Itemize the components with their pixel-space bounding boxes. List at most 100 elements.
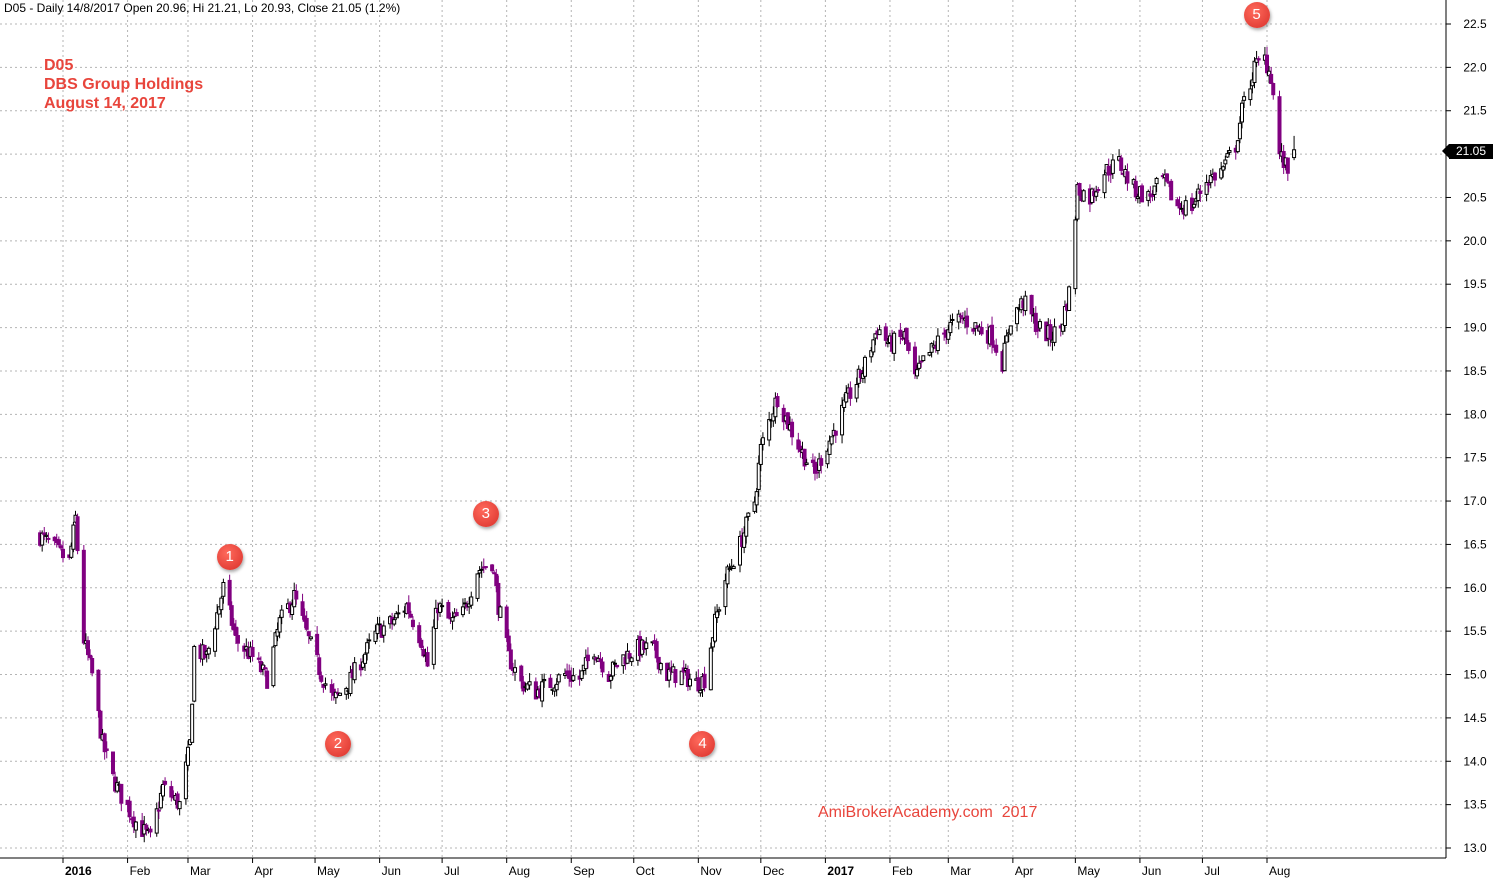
x-tick-label: 2016 bbox=[65, 864, 92, 878]
candle-down bbox=[329, 684, 334, 693]
candle-up bbox=[469, 596, 474, 606]
date-label: August 14, 2017 bbox=[44, 95, 166, 112]
candle-up bbox=[744, 516, 749, 537]
candle-down bbox=[263, 667, 268, 670]
candle-down bbox=[1106, 165, 1111, 176]
candle-down bbox=[1198, 190, 1203, 195]
candle-up bbox=[513, 667, 518, 673]
candle-up bbox=[804, 462, 809, 465]
candle-up bbox=[367, 639, 372, 642]
candle-down bbox=[408, 613, 413, 618]
watermark-text: AmiBrokerAcademy.com 2017 bbox=[818, 804, 1038, 821]
candle-down bbox=[802, 448, 807, 467]
candle-up bbox=[825, 450, 830, 465]
y-tick-label: 20.0 bbox=[1463, 234, 1487, 248]
candle-down bbox=[163, 780, 168, 785]
candle-up bbox=[715, 611, 720, 619]
candle-up bbox=[917, 362, 922, 369]
candle-up bbox=[279, 609, 284, 618]
candle-down bbox=[1035, 329, 1040, 332]
candle-down bbox=[98, 710, 103, 739]
candle-down bbox=[304, 617, 309, 630]
candle-down bbox=[492, 572, 497, 575]
candle-up bbox=[915, 369, 920, 377]
y-tick-label: 17.0 bbox=[1463, 494, 1487, 508]
candle-up bbox=[1219, 168, 1224, 179]
candle-down bbox=[81, 549, 86, 644]
candle-up bbox=[206, 647, 211, 655]
candle-up bbox=[1223, 159, 1228, 165]
candle-up bbox=[1154, 177, 1159, 185]
candle-up bbox=[275, 628, 280, 637]
candle-up bbox=[479, 568, 484, 571]
candle-down bbox=[900, 337, 905, 340]
candle-up bbox=[629, 657, 634, 663]
candle-up bbox=[431, 626, 436, 665]
x-tick-label: 2017 bbox=[827, 864, 854, 878]
candle-up bbox=[717, 609, 722, 612]
candle-up bbox=[554, 683, 559, 691]
candle-down bbox=[265, 670, 270, 689]
candle-down bbox=[419, 639, 424, 648]
y-tick-label: 14.0 bbox=[1463, 754, 1487, 768]
candle-up bbox=[1192, 203, 1197, 208]
candle-up bbox=[1023, 295, 1028, 312]
candle-up bbox=[1002, 342, 1007, 372]
candle-down bbox=[979, 326, 984, 335]
candle-up bbox=[1252, 60, 1257, 83]
y-tick-label: 20.5 bbox=[1463, 190, 1487, 204]
y-tick-label: 18.0 bbox=[1463, 407, 1487, 421]
candle-down bbox=[1029, 294, 1034, 315]
candle-up bbox=[844, 392, 849, 403]
candle-down bbox=[169, 786, 174, 798]
candle-up bbox=[758, 443, 763, 465]
candle-up bbox=[1015, 307, 1020, 325]
candle-down bbox=[781, 407, 786, 423]
candle-down bbox=[904, 327, 909, 345]
candle-up bbox=[1081, 190, 1086, 202]
candle-down bbox=[1119, 157, 1124, 171]
y-tick-label: 19.5 bbox=[1463, 277, 1487, 291]
y-tick-label: 15.5 bbox=[1463, 624, 1487, 638]
candle-down bbox=[519, 665, 524, 682]
candle-up bbox=[679, 670, 684, 686]
candle-up bbox=[1062, 306, 1067, 327]
candle-up bbox=[556, 674, 561, 683]
candle-up bbox=[1102, 174, 1107, 194]
x-tick-label: Jul bbox=[444, 864, 459, 878]
candle-down bbox=[250, 646, 255, 657]
candle-up bbox=[756, 462, 761, 490]
candle-down bbox=[798, 445, 803, 452]
candle-up bbox=[1225, 153, 1230, 158]
marker-3: 3 bbox=[472, 501, 499, 528]
y-tick-label: 22.5 bbox=[1463, 17, 1487, 31]
candle-up bbox=[352, 662, 357, 681]
candle-down bbox=[1177, 202, 1182, 209]
candle-up bbox=[273, 632, 278, 647]
candle-down bbox=[1265, 54, 1269, 74]
candle-up bbox=[192, 646, 197, 702]
candle-up bbox=[381, 625, 386, 636]
candle-up bbox=[160, 784, 165, 797]
candle-up bbox=[771, 413, 776, 422]
candle-up bbox=[1075, 184, 1080, 220]
candle-up bbox=[463, 602, 468, 605]
candle-down bbox=[496, 582, 501, 615]
candle-down bbox=[119, 783, 124, 804]
candle-down bbox=[600, 661, 605, 673]
candle-up bbox=[946, 329, 951, 340]
candle-up bbox=[1008, 325, 1013, 335]
candle-down bbox=[85, 640, 90, 656]
candle-up bbox=[177, 801, 182, 810]
candle-up bbox=[1060, 323, 1065, 332]
candle-up bbox=[373, 630, 378, 642]
candle-up bbox=[1254, 58, 1259, 63]
candle-up bbox=[1152, 185, 1157, 196]
candle-down bbox=[1150, 193, 1155, 197]
candle-down bbox=[906, 342, 911, 351]
candle-up bbox=[360, 661, 365, 668]
candle-down bbox=[1048, 324, 1053, 340]
x-tick-label: Aug bbox=[509, 864, 530, 878]
candle-down bbox=[971, 328, 976, 332]
